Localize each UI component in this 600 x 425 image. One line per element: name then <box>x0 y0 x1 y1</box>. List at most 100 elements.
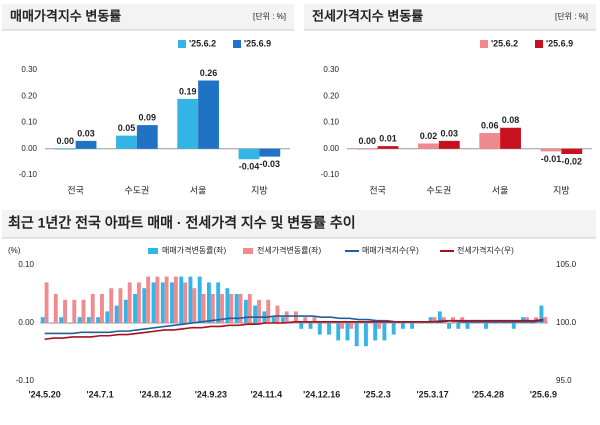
legend-label: '25.6.2 <box>491 38 518 48</box>
legend-swatch <box>178 40 186 48</box>
bar <box>238 294 243 323</box>
bar <box>160 282 165 323</box>
legend-swatch <box>233 40 241 48</box>
chart-title: 최근 1년간 전국 아파트 매매 · 전세가격 지수 및 변동률 추이 <box>8 215 356 231</box>
bar <box>356 148 378 150</box>
x-tick-label: 지방 <box>251 185 268 195</box>
bar <box>364 323 368 347</box>
y-tick-label: 0.20 <box>323 91 339 100</box>
bar <box>280 317 285 323</box>
bar <box>506 323 511 324</box>
bar <box>116 135 137 149</box>
unit-label: [단위 : %] <box>555 11 588 21</box>
x-tick-label: 전국 <box>67 185 84 195</box>
data-label: 0.01 <box>379 134 397 144</box>
y-tick-label: 0.00 <box>21 144 37 153</box>
bar <box>474 323 479 324</box>
x-tick-label: '24.9.23 <box>195 389 227 399</box>
bar <box>229 294 234 323</box>
data-label: 0.05 <box>118 123 136 133</box>
y-tick-label: 0.00 <box>323 144 339 153</box>
bar <box>414 323 418 324</box>
data-label: 0.03 <box>77 128 95 138</box>
y-tick-label: -0.10 <box>16 376 35 385</box>
bar <box>410 323 415 329</box>
bar <box>404 323 409 324</box>
bar <box>247 294 252 323</box>
bar <box>382 323 387 341</box>
bar <box>515 323 520 324</box>
bar <box>63 299 67 323</box>
x-tick-label: '24.12.16 <box>303 389 340 399</box>
bar <box>136 282 141 323</box>
legend-swatch <box>148 248 158 254</box>
bar <box>330 323 335 324</box>
bar <box>173 276 178 323</box>
bar <box>44 282 49 323</box>
bar <box>432 317 437 323</box>
bar <box>192 288 197 323</box>
bar <box>500 127 521 149</box>
data-label: 0.09 <box>139 113 157 123</box>
bar <box>183 282 188 323</box>
data-label: -0.03 <box>260 159 281 169</box>
bar <box>49 323 54 324</box>
bar <box>100 294 104 323</box>
bar <box>395 323 400 324</box>
x-tick-label: 수도권 <box>124 184 149 195</box>
bar <box>349 323 354 329</box>
bar <box>400 323 405 329</box>
bar <box>456 323 461 329</box>
bar <box>105 311 110 323</box>
bar <box>136 125 158 149</box>
bar <box>299 323 304 329</box>
legend-label: 전세가격지수(우) <box>457 245 514 255</box>
bar <box>90 294 95 323</box>
data-label: 0.06 <box>481 120 499 130</box>
bar <box>543 317 548 323</box>
bar <box>294 311 298 323</box>
bar <box>86 317 91 323</box>
bar <box>210 294 215 323</box>
bar <box>68 323 73 324</box>
bar <box>243 299 248 323</box>
title-band <box>2 210 596 238</box>
bar <box>321 323 326 324</box>
bar <box>225 288 230 323</box>
bar <box>142 288 147 323</box>
bar <box>367 323 372 324</box>
bar <box>391 323 396 335</box>
data-label: -0.01 <box>541 154 562 164</box>
y-axis-label: (%) <box>8 246 21 255</box>
bar <box>484 323 488 329</box>
bar <box>151 282 156 323</box>
legend-label: '25.6.9 <box>244 38 271 48</box>
bar <box>340 323 345 329</box>
x-tick-label: '24.7.1 <box>86 389 113 399</box>
legend-label: '25.6.2 <box>189 38 216 48</box>
bar <box>164 276 169 323</box>
bar <box>170 282 174 323</box>
title-band <box>2 4 294 30</box>
data-label: 0.26 <box>200 68 218 78</box>
x-tick-label: '24.5.20 <box>29 389 61 399</box>
bar <box>312 317 317 323</box>
data-label: 0.00 <box>358 136 376 146</box>
chart-title: 전세가격지수 변동률 <box>312 8 423 23</box>
x-tick-label: '24.8.12 <box>139 389 171 399</box>
bar <box>447 323 452 329</box>
bar <box>188 276 193 323</box>
bar <box>479 133 501 149</box>
line <box>44 315 544 335</box>
bar <box>423 323 428 324</box>
x-tick-label: 서울 <box>190 185 207 195</box>
bar <box>540 148 562 152</box>
legend-label: 매매가격변동률(좌) <box>162 245 227 255</box>
y-tick-label: -0.10 <box>19 170 38 179</box>
legend-label: 전세가격변동률(좌) <box>257 245 322 255</box>
bar <box>469 323 474 324</box>
x-tick-label: 전국 <box>369 185 386 195</box>
bar <box>290 323 294 324</box>
data-label: -0.04 <box>239 162 260 172</box>
bar <box>345 323 350 341</box>
